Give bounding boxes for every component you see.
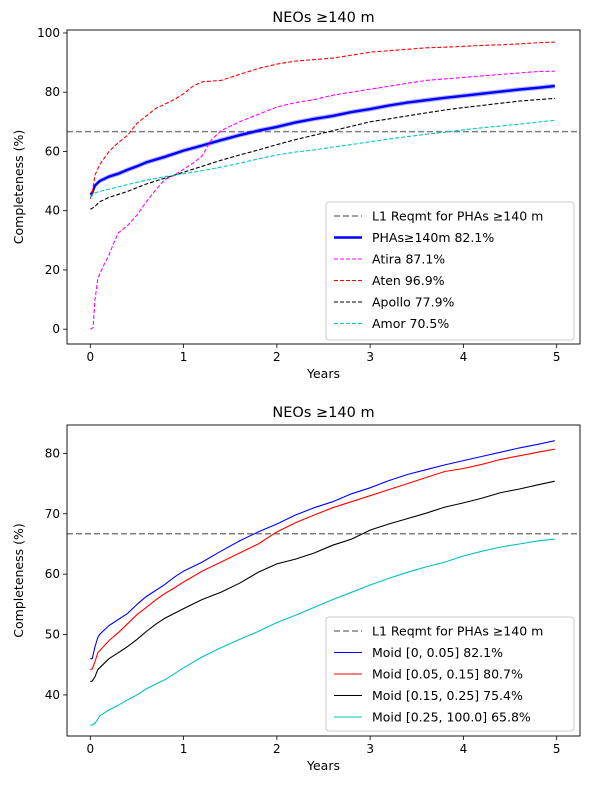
series-line-4 (90, 97, 555, 210)
x-tick-label: 1 (180, 350, 188, 364)
x-tick-label: 3 (366, 350, 374, 364)
series-line-1 (90, 440, 555, 660)
plot-area (67, 41, 580, 330)
legend-entry: L1 Reqmt for PHAs ≥140 m (372, 624, 543, 639)
legend: L1 Reqmt for PHAs ≥140 m Moid [0, 0.05] 8… (325, 616, 575, 732)
x-tick-label: 2 (273, 350, 281, 364)
plot-area (67, 440, 580, 726)
legend-box (325, 201, 575, 341)
y-tick-label: 50 (45, 628, 60, 642)
legend-entry: Atira 87.1% (372, 252, 445, 267)
x-tick-label: 5 (553, 742, 561, 756)
legend-box (325, 616, 575, 732)
axes-frame (66, 424, 581, 737)
y-tick-label: 60 (45, 567, 60, 581)
legend-entry: Moid [0.05, 0.15] 80.7% (372, 667, 523, 682)
x-tick-label: 5 (553, 350, 561, 364)
y-tick-label: 80 (45, 446, 60, 460)
x-tick-label: 3 (366, 742, 374, 756)
chart-panel-1: NEOs ≥140 m 0 1 2 3 4 5 0 20 40 60 80 100 Years Comple… (11, 10, 581, 381)
axes-frame (66, 29, 581, 345)
chart-title: NEOs ≥140 m (272, 405, 374, 421)
series-line-1 (89, 84, 555, 196)
x-tick-label: 0 (86, 350, 94, 364)
chart-panel-2: NEOs ≥140 m 0 1 2 3 4 5 40 50 60 70 80 Years Complete… (11, 405, 581, 773)
series-line-3 (90, 480, 555, 683)
y-tick-label: 40 (45, 688, 60, 702)
y-tick-label: 70 (45, 507, 60, 521)
legend-entry: L1 Reqmt for PHAs ≥140 m (372, 209, 543, 224)
series-line-4 (90, 538, 555, 726)
x-tick-label: 4 (460, 742, 468, 756)
x-axis-label: Years (306, 366, 340, 381)
series-line-3 (89, 41, 555, 199)
x-tick-label: 2 (273, 742, 281, 756)
legend-entry: PHAs≥140m 82.1% (372, 230, 494, 245)
x-tick-label: 1 (180, 742, 188, 756)
legend: L1 Reqmt for PHAs ≥140 m PHAs≥140m 82.1% A… (325, 201, 575, 341)
x-tick-label: 0 (86, 742, 94, 756)
y-axis-label: Completeness (%) (11, 130, 26, 244)
legend-entry: Apollo 77.9% (372, 295, 455, 310)
x-axis-label: Years (306, 758, 340, 773)
y-tick-label: 80 (45, 85, 60, 99)
series-line-5 (89, 119, 555, 198)
series-line-2 (90, 448, 555, 671)
y-tick-label: 100 (37, 26, 60, 40)
series-line-2 (90, 70, 555, 330)
legend-entry: Moid [0.25, 100.0] 65.8% (372, 710, 531, 725)
legend-entry: Moid [0, 0.05] 82.1% (372, 645, 503, 660)
y-tick-label: 60 (45, 144, 60, 158)
series-band (90, 83, 555, 197)
y-tick-label: 40 (45, 204, 60, 218)
y-axis-label: Completeness (%) (11, 523, 26, 637)
legend-entry: Amor 70.5% (372, 316, 449, 331)
y-tick-label: 20 (45, 263, 60, 277)
chart-title: NEOs ≥140 m (272, 10, 374, 26)
legend-entry: Moid [0.15, 0.25] 75.4% (372, 688, 523, 703)
x-tick-label: 4 (460, 350, 468, 364)
y-tick-label: 0 (52, 322, 60, 336)
legend-entry: Aten 96.9% (372, 273, 445, 288)
